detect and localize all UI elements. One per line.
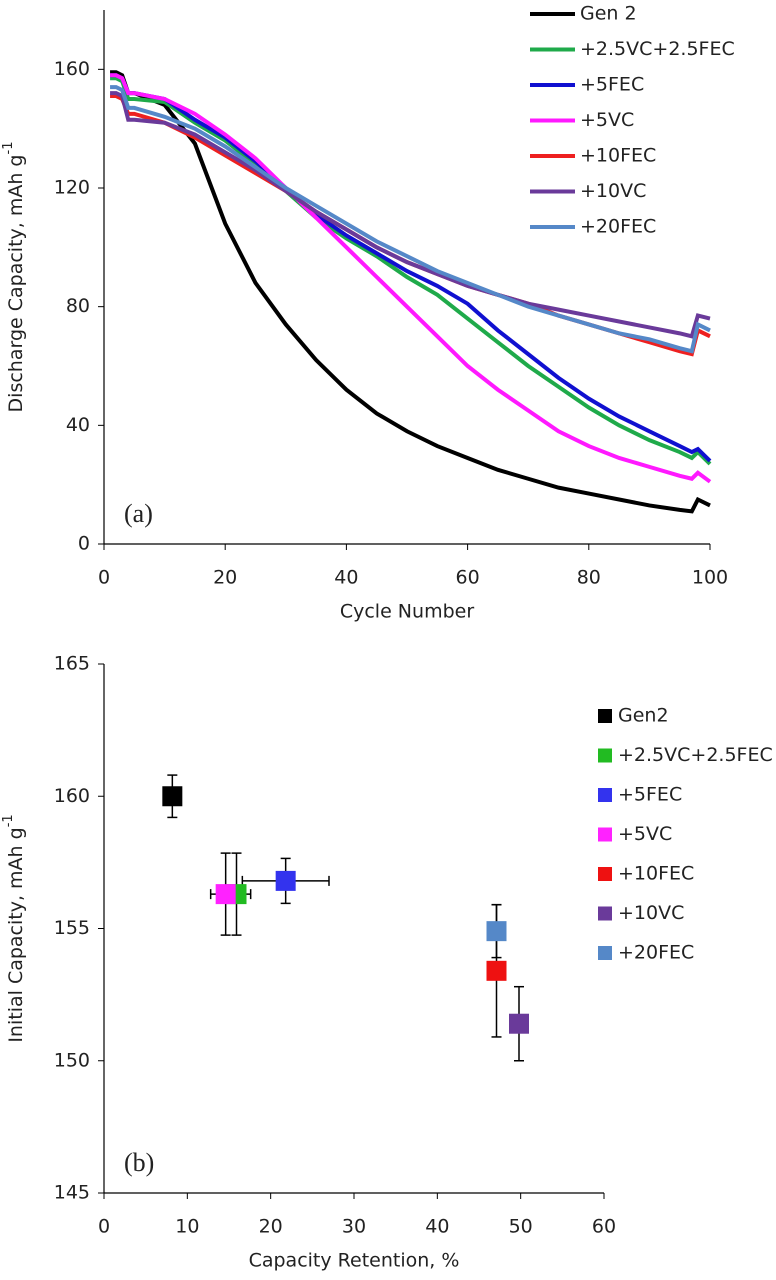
- y-axis-label-sup: -1: [1, 814, 16, 827]
- legend-label: +5VC: [618, 823, 672, 845]
- legend-label: +2.5VC+2.5FEC: [580, 38, 735, 60]
- legend-swatch: [598, 867, 612, 881]
- legend-label: +20FEC: [580, 216, 656, 238]
- x-tick-label: 30: [342, 1216, 366, 1238]
- x-tick-label: 60: [592, 1216, 616, 1238]
- y-axis-label: Discharge Capacity, mAh g-1: [1, 142, 27, 413]
- y-tick-label: 165: [54, 653, 90, 675]
- legend-label: Gen2: [618, 705, 669, 727]
- x-tick-label: 10: [175, 1216, 199, 1238]
- annotation: (b): [124, 1148, 154, 1177]
- data-line: [110, 85, 711, 354]
- y-tick-label: 150: [54, 1049, 90, 1071]
- legend-label: +5VC: [580, 109, 634, 131]
- data-line: [110, 76, 712, 466]
- data-line: [110, 91, 711, 339]
- y-axis-label-sup: -1: [1, 142, 16, 155]
- x-tick-label: 60: [456, 567, 480, 589]
- y-axis-label-main: Discharge Capacity, mAh g: [5, 155, 27, 413]
- x-axis-label: Cycle Number: [340, 601, 474, 623]
- annotation: (a): [124, 499, 153, 528]
- legend-label: +20FEC: [618, 942, 694, 964]
- marker: [486, 960, 507, 981]
- x-tick-label: 100: [692, 567, 728, 589]
- legend-label: +5FEC: [580, 74, 644, 96]
- marker: [162, 786, 183, 807]
- x-tick-label: 40: [425, 1216, 449, 1238]
- x-axis-label: Capacity Retention, %: [249, 1250, 460, 1272]
- marker: [275, 870, 296, 891]
- legend-swatch: [598, 748, 612, 763]
- x-tick-label: 80: [577, 567, 601, 589]
- legend-swatch: [598, 788, 612, 802]
- marker: [215, 884, 236, 905]
- x-tick-label: 20: [213, 567, 237, 589]
- legend-label: +2.5VC+2.5FEC: [618, 744, 773, 766]
- x-tick-label: 40: [334, 567, 358, 589]
- legend-label: +10VC: [580, 180, 646, 202]
- legend-swatch: [598, 906, 612, 921]
- legend-label: +10VC: [618, 902, 684, 924]
- y-tick-label: 160: [54, 785, 90, 807]
- legend-swatch: [598, 709, 612, 723]
- y-tick-label: 80: [66, 295, 90, 317]
- legend-label: Gen 2: [580, 3, 637, 25]
- data-line: [110, 73, 712, 484]
- y-tick-label: 145: [54, 1182, 90, 1204]
- y-tick-label: 155: [54, 917, 90, 939]
- legend-swatch: [598, 827, 612, 842]
- x-tick-label: 50: [509, 1216, 533, 1238]
- legend-label: +10FEC: [580, 145, 656, 167]
- x-tick-label: 20: [259, 1216, 283, 1238]
- y-tick-label: 40: [66, 414, 90, 436]
- y-axis-label: Initial Capacity, mAh g-1: [1, 814, 27, 1042]
- y-tick-label: 0: [78, 533, 90, 555]
- y-tick-label: 120: [54, 177, 90, 199]
- marker: [486, 921, 507, 942]
- y-tick-label: 160: [54, 58, 90, 80]
- legend-label: +10FEC: [618, 863, 694, 885]
- x-tick-label: 0: [98, 1216, 110, 1238]
- legend-label: +5FEC: [618, 784, 682, 806]
- x-tick-label: 0: [98, 567, 110, 589]
- legend-swatch: [598, 946, 612, 960]
- marker: [509, 1013, 529, 1034]
- y-axis-label-main: Initial Capacity, mAh g: [5, 827, 27, 1042]
